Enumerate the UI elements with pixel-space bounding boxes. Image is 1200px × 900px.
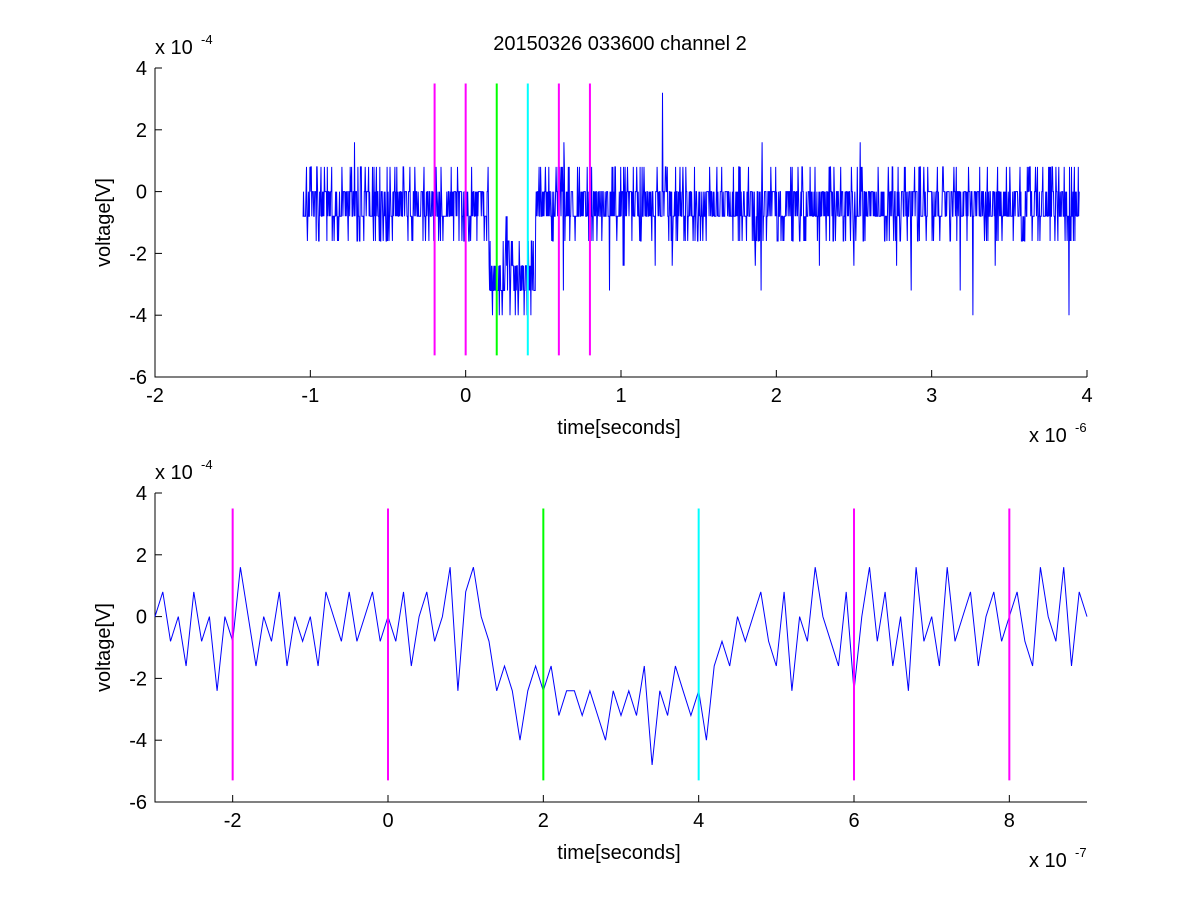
axis-lines: [154, 493, 1087, 803]
y-tick-label: 2: [136, 120, 147, 142]
x-tick-label: -1: [301, 385, 319, 407]
x-scale-exponent: -6: [1075, 420, 1087, 435]
top-plot: -6 -4 -2 0 2 4 -2 -1 0 1 2 3 4 time[seconds] voltage[V…: [93, 32, 1093, 447]
y-tick-label: 4: [136, 58, 147, 80]
y-scale-multiplier: x 10: [155, 462, 193, 484]
y-tick-label: 4: [136, 483, 147, 505]
x-tick-label: -2: [224, 810, 242, 832]
x-scale-exponent: -7: [1075, 845, 1087, 860]
x-scale-multiplier: x 10: [1029, 850, 1067, 872]
y-tick-label: -6: [129, 367, 147, 389]
y-tick-label: 0: [136, 182, 147, 204]
x-tick-label: 2: [538, 810, 549, 832]
x-tick-label: 8: [1004, 810, 1015, 832]
x-tick-label: 1: [615, 385, 626, 407]
y-scale-exponent: -4: [201, 32, 213, 47]
y-tick-label: -2: [129, 243, 147, 265]
y-tick-label: -4: [129, 305, 147, 327]
axis-lines: [154, 68, 1087, 378]
x-tick-label: 2: [771, 385, 782, 407]
y-scale-exponent: -4: [201, 457, 213, 472]
y-axis-label: voltage[V]: [93, 603, 115, 692]
voltage-trace: [302, 92, 1080, 316]
x-tick-label: 0: [382, 810, 393, 832]
x-axis-label: time[seconds]: [557, 417, 680, 439]
y-tick-label: 2: [136, 545, 147, 567]
x-tick-label: 3: [926, 385, 937, 407]
x-tick-label: -2: [146, 385, 164, 407]
bottom-plot: -6 -4 -2 0 2 4 -2 0 2 4 6 8 time[seconds] voltage[V] x…: [93, 457, 1088, 872]
y-tick-label: 0: [136, 607, 147, 629]
x-tick-label: 6: [848, 810, 859, 832]
figure-title: 20150326 033600 channel 2: [493, 33, 747, 55]
x-axis-label: time[seconds]: [557, 842, 680, 864]
y-tick-label: -4: [129, 730, 147, 752]
y-tick-label: -2: [129, 668, 147, 690]
x-tick-label: 4: [1081, 385, 1092, 407]
x-tick-label: 0: [460, 385, 471, 407]
y-scale-multiplier: x 10: [155, 37, 193, 59]
y-axis-label: voltage[V]: [93, 178, 115, 267]
y-tick-label: -6: [129, 792, 147, 814]
x-scale-multiplier: x 10: [1029, 425, 1067, 447]
voltage-trace: [154, 567, 1088, 765]
x-tick-label: 4: [693, 810, 704, 832]
